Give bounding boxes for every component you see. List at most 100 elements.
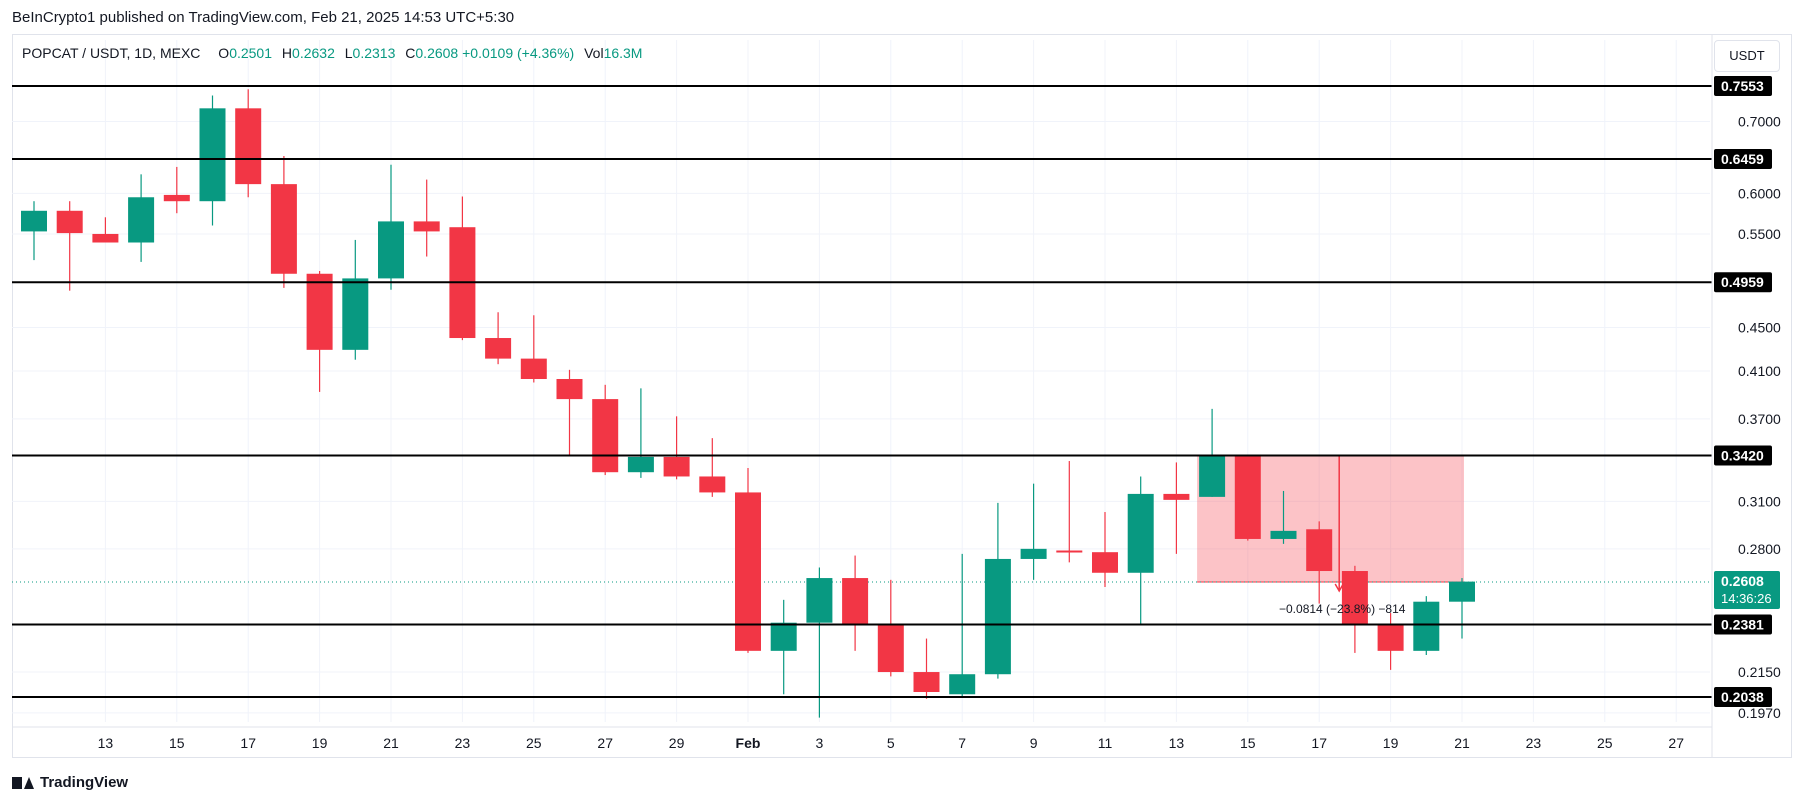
ohlc-legend: POPCAT / USDT, 1D, MEXC O0.2501 H0.2632 … <box>22 45 642 61</box>
candle <box>877 579 904 677</box>
candle-body <box>1413 601 1440 651</box>
candle <box>342 239 369 360</box>
time-tick-label: 11 <box>1098 735 1113 751</box>
candle-body <box>235 108 262 185</box>
candle <box>306 270 333 392</box>
candle-body <box>984 558 1011 675</box>
publisher-caption: BeInCrypto1 published on TradingView.com… <box>12 9 515 26</box>
candle-body <box>842 578 869 625</box>
level-price-tag <box>1714 687 1772 707</box>
candle <box>592 384 619 476</box>
level-price-tag <box>1714 614 1772 635</box>
candle-body <box>806 578 833 623</box>
candle-body <box>413 221 440 232</box>
legend-open-value: 0.2501 <box>229 45 273 61</box>
candle-body <box>913 672 940 692</box>
candle-body <box>520 358 547 379</box>
candle-body <box>770 622 797 651</box>
time-tick-label: 17 <box>240 735 256 751</box>
candle-body <box>735 492 761 651</box>
candle <box>1413 596 1440 656</box>
candle <box>1199 408 1226 497</box>
candle <box>1092 512 1118 588</box>
candle-body <box>877 624 904 673</box>
time-tick-label: 13 <box>98 735 114 751</box>
candle-body <box>1056 550 1083 553</box>
price-tick-label: 0.4100 <box>1738 363 1781 379</box>
legend-high-label: H <box>281 45 293 61</box>
candle <box>699 438 726 497</box>
level-price-label: 0.2381 <box>1721 616 1764 632</box>
candle-body <box>342 278 369 350</box>
price-tick-label: 0.4500 <box>1738 320 1781 336</box>
last-price-tag <box>1714 570 1780 609</box>
time-tick-label: 15 <box>1240 735 1256 751</box>
time-tick-label: 29 <box>669 735 685 751</box>
candle <box>1306 521 1333 604</box>
candle-body <box>92 233 119 243</box>
candle-body <box>556 378 583 400</box>
chart-frame <box>12 34 1792 758</box>
tradingview-logo: TradingView <box>12 774 128 791</box>
legend-volume-label: Vol <box>584 45 604 61</box>
candle-body <box>378 221 404 279</box>
legend-open-label: O <box>218 45 230 61</box>
time-tick-label: 3 <box>816 735 824 751</box>
candle-body <box>199 108 226 202</box>
candle <box>984 502 1011 679</box>
time-tick-label: 9 <box>1030 735 1038 751</box>
candle-body <box>1199 455 1226 497</box>
candles <box>21 89 1475 718</box>
candle-body <box>592 399 619 473</box>
candle-body <box>1377 624 1404 651</box>
level-price-label: 0.4959 <box>1721 274 1764 290</box>
candle-body <box>1341 571 1368 625</box>
candle <box>413 179 440 257</box>
candle <box>485 312 512 365</box>
time-tick-label: Feb <box>736 735 761 751</box>
candle <box>21 201 47 261</box>
candle <box>199 95 226 226</box>
tradingview-logo-text: TradingView <box>40 774 129 791</box>
candle <box>56 201 83 291</box>
candle-body <box>485 338 512 359</box>
time-tick-label: 15 <box>169 735 185 751</box>
time-tick-label: 21 <box>383 735 399 751</box>
last-price-label: 0.2608 <box>1721 573 1764 589</box>
countdown-label: 14:36:26 <box>1721 591 1772 606</box>
legend-change: +0.0109 (+4.36%) <box>462 45 575 61</box>
level-price-tag <box>1714 76 1772 96</box>
time-tick-label: 19 <box>1383 735 1399 751</box>
legend-volume-value: 16.3M <box>603 45 643 61</box>
candle <box>1234 455 1261 541</box>
candle <box>163 166 190 214</box>
price-tick-label: 0.2150 <box>1738 664 1781 680</box>
time-tick-label: 19 <box>312 735 328 751</box>
candle-body <box>270 184 297 274</box>
candle <box>1127 476 1154 625</box>
candle-body <box>1163 493 1190 500</box>
time-tick-label: 7 <box>958 735 966 751</box>
candle <box>913 638 940 699</box>
level-price-tag <box>1714 445 1772 466</box>
candle <box>270 156 297 288</box>
candle-body <box>306 273 333 350</box>
candle-body <box>949 674 976 695</box>
measure-arrow-head <box>1334 583 1344 593</box>
candle <box>235 89 262 198</box>
candle <box>378 164 404 290</box>
price-tick-label: 0.6000 <box>1738 185 1781 201</box>
candle <box>1270 490 1297 544</box>
level-price-label: 0.7553 <box>1721 78 1764 94</box>
candle-body <box>627 456 654 473</box>
candle <box>1377 613 1404 670</box>
currency-button[interactable]: USDT <box>1714 40 1780 72</box>
candle-body <box>1020 548 1047 559</box>
legend-close-value: 0.2608 <box>415 45 459 61</box>
legend-low-value: 0.2313 <box>352 45 396 61</box>
price-tick-label: 0.3100 <box>1738 493 1781 509</box>
price-tick-label: 0.5500 <box>1738 226 1781 242</box>
price-tick-label: 0.1970 <box>1738 705 1781 721</box>
candle <box>1163 462 1190 554</box>
